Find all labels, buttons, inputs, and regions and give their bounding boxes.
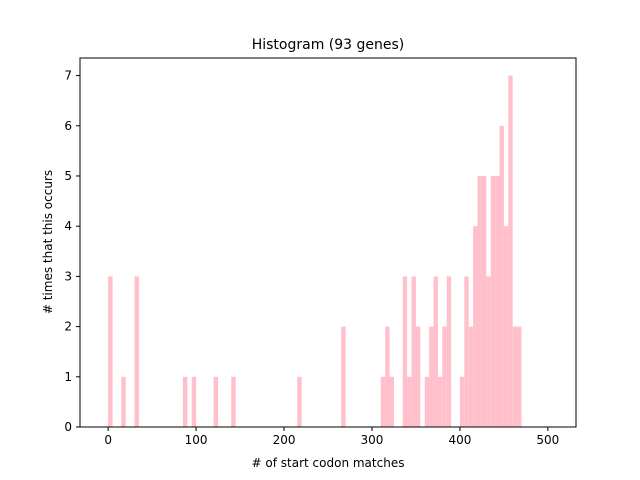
- y-tick-label: 0: [64, 420, 72, 434]
- y-axis-ticks: 0 1 2 3 4 5 6 7: [64, 69, 80, 434]
- y-tick-label: 5: [64, 169, 72, 183]
- histogram-bar: [402, 276, 408, 427]
- histogram-bar: [411, 276, 416, 427]
- histogram-bar: [407, 376, 412, 427]
- y-axis-label: # times that this occurs: [41, 170, 55, 314]
- histogram-bar: [486, 276, 491, 427]
- x-tick-label: 500: [536, 433, 559, 447]
- histogram-bar: [512, 326, 518, 427]
- chart-title: Histogram (93 genes): [252, 37, 405, 53]
- histogram-bar: [297, 376, 302, 427]
- histogram-bar: [424, 376, 430, 427]
- histogram-bar: [429, 326, 434, 427]
- histogram-bar: [385, 326, 390, 427]
- x-axis-label: # of start codon matches: [252, 456, 405, 470]
- histogram-bar: [108, 276, 113, 427]
- x-tick-label: 400: [448, 433, 471, 447]
- histogram-bar: [437, 376, 443, 427]
- histogram-bar: [389, 376, 394, 427]
- histogram-bar: [341, 326, 346, 427]
- x-axis-ticks: 0 100 200 300 400 500: [104, 427, 559, 447]
- histogram-bar: [481, 175, 487, 427]
- y-tick-label: 2: [64, 320, 72, 334]
- histogram-bar: [473, 226, 478, 427]
- histogram-bar: [468, 326, 474, 427]
- histogram-bar: [433, 276, 438, 427]
- histogram-bar: [231, 376, 236, 427]
- y-tick-label: 3: [64, 269, 72, 283]
- x-tick-label: 300: [361, 433, 384, 447]
- histogram-bar: [182, 376, 188, 427]
- y-tick-label: 4: [64, 219, 72, 233]
- histogram-bar: [464, 276, 469, 427]
- histogram-bar: [134, 276, 139, 427]
- x-tick-label: 100: [185, 433, 208, 447]
- y-tick-label: 6: [64, 119, 72, 133]
- histogram-bar: [442, 326, 447, 427]
- histogram-bar: [415, 326, 421, 427]
- bars-group: [108, 75, 522, 428]
- plot-frame: [79, 57, 577, 428]
- histogram-bar: [446, 276, 452, 427]
- histogram-bar: [517, 326, 522, 427]
- histogram-bar: [477, 175, 482, 427]
- histogram-bar: [503, 226, 509, 427]
- histogram-bar: [459, 376, 465, 427]
- histogram-bar: [213, 376, 219, 427]
- y-tick-label: 7: [64, 69, 72, 83]
- histogram-bar: [490, 175, 496, 427]
- histogram-bar: [191, 376, 197, 427]
- x-tick-label: 0: [104, 433, 112, 447]
- histogram-bar: [508, 75, 513, 428]
- histogram-bar: [499, 125, 504, 427]
- histogram-bar: [495, 175, 500, 427]
- histogram-bar: [380, 376, 386, 427]
- y-tick-label: 1: [64, 370, 72, 384]
- histogram-bar: [121, 376, 126, 427]
- x-tick-label: 200: [273, 433, 296, 447]
